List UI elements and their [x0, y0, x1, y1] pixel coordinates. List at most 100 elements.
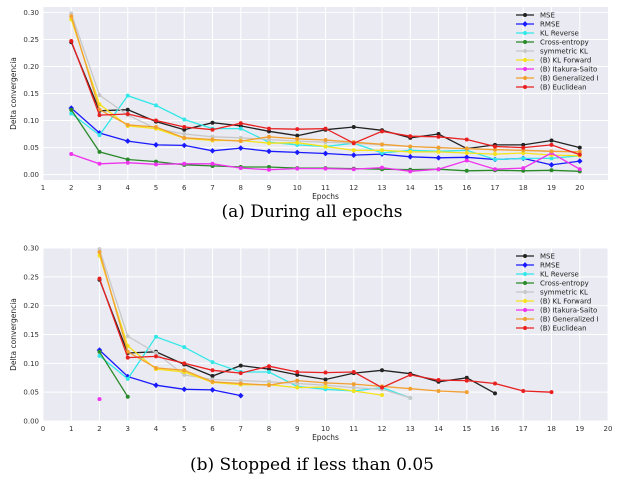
legend-marker — [523, 13, 527, 17]
x-tick-label: 9 — [267, 184, 271, 192]
data-point — [351, 382, 356, 387]
data-point — [351, 141, 356, 146]
data-point — [267, 141, 271, 146]
data-point — [549, 149, 554, 154]
y-tick-label: 0.30 — [23, 245, 39, 253]
x-tick-label: 13 — [406, 425, 415, 433]
legend-marker — [523, 40, 527, 44]
data-point — [210, 161, 215, 166]
series-b-euclidean — [69, 39, 582, 157]
data-point — [69, 14, 74, 19]
y-tick-label: 0.25 — [23, 273, 39, 281]
legend-label: KL Reverse — [540, 271, 579, 279]
x-tick-label: 15 — [462, 425, 471, 433]
data-point — [267, 379, 271, 384]
data-point — [154, 354, 158, 359]
legend-marker — [523, 308, 527, 312]
data-point — [380, 165, 384, 170]
data-point — [436, 167, 441, 172]
data-point — [97, 276, 102, 281]
series-b-euclidean — [97, 276, 554, 395]
y-tick-label: 0.05 — [23, 389, 39, 397]
data-point — [295, 369, 300, 374]
data-point — [436, 145, 441, 150]
x-tick-label: 0 — [41, 425, 45, 433]
data-point — [464, 158, 469, 163]
y-tick-label: 0.15 — [23, 331, 39, 339]
data-point — [125, 112, 130, 117]
data-point — [69, 152, 74, 157]
legend-label: RMSE — [540, 262, 560, 270]
data-point — [436, 378, 441, 383]
legend-marker — [523, 290, 527, 294]
x-tick-label: 20 — [604, 425, 613, 433]
series-b-itakura-saito — [69, 150, 582, 174]
legend-marker — [523, 254, 527, 258]
data-point — [182, 368, 187, 373]
y-tick-label: 0.30 — [23, 9, 39, 17]
x-tick-label: 11 — [321, 184, 330, 192]
x-tick-label: 9 — [295, 425, 299, 433]
data-point — [125, 334, 130, 339]
data-point — [97, 397, 102, 402]
data-point — [380, 393, 384, 398]
x-tick-label: 8 — [239, 184, 243, 192]
data-point — [154, 125, 158, 130]
data-point — [493, 391, 497, 396]
data-point — [97, 133, 102, 138]
series-line — [99, 336, 411, 399]
data-point — [238, 166, 243, 171]
data-point — [238, 381, 243, 386]
x-tick-label: 14 — [434, 425, 443, 433]
data-point — [238, 363, 243, 368]
x-tick-label: 7 — [239, 425, 243, 433]
data-point — [436, 389, 441, 394]
data-point — [295, 385, 300, 390]
data-point — [125, 376, 130, 381]
data-point — [577, 167, 582, 172]
data-point — [125, 160, 130, 165]
series-b-itakura-saito — [97, 397, 102, 402]
data-point — [182, 372, 187, 377]
x-tick-label: 2 — [97, 425, 101, 433]
data-point — [323, 377, 328, 382]
data-point — [238, 139, 243, 144]
data-point — [464, 375, 469, 380]
legend-label: RMSE — [540, 21, 560, 29]
data-point — [435, 155, 442, 161]
x-tick-label: 5 — [182, 425, 186, 433]
data-point — [521, 156, 526, 161]
data-point — [97, 93, 102, 98]
x-tick-label: 14 — [406, 184, 415, 192]
data-point — [182, 361, 187, 366]
data-point — [154, 162, 158, 167]
data-point — [182, 345, 187, 350]
data-point — [380, 368, 384, 373]
data-point — [408, 169, 413, 174]
x-tick-label: 6 — [182, 184, 187, 192]
x-tick-label: 16 — [462, 184, 471, 192]
data-point — [549, 138, 554, 143]
legend-marker — [523, 299, 527, 303]
data-point — [69, 107, 74, 112]
data-point — [407, 153, 414, 160]
y-tick-label: 0.15 — [23, 90, 39, 98]
y-tick-label: 0.05 — [23, 144, 39, 152]
data-point — [267, 126, 271, 131]
data-point — [323, 144, 328, 149]
legend-label: symmetric KL — [540, 48, 588, 56]
data-point — [323, 137, 328, 142]
x-tick-label: 8 — [267, 425, 271, 433]
data-point — [210, 374, 215, 379]
data-point — [182, 135, 187, 140]
x-tick-label: 6 — [210, 425, 215, 433]
data-point — [549, 390, 554, 395]
x-tick-label: 4 — [126, 184, 131, 192]
data-point — [182, 117, 187, 122]
legend-label: KL Reverse — [540, 30, 579, 38]
data-point — [97, 161, 102, 166]
data-point — [408, 386, 413, 391]
data-point — [153, 382, 159, 389]
x-tick-label: 5 — [154, 184, 158, 192]
